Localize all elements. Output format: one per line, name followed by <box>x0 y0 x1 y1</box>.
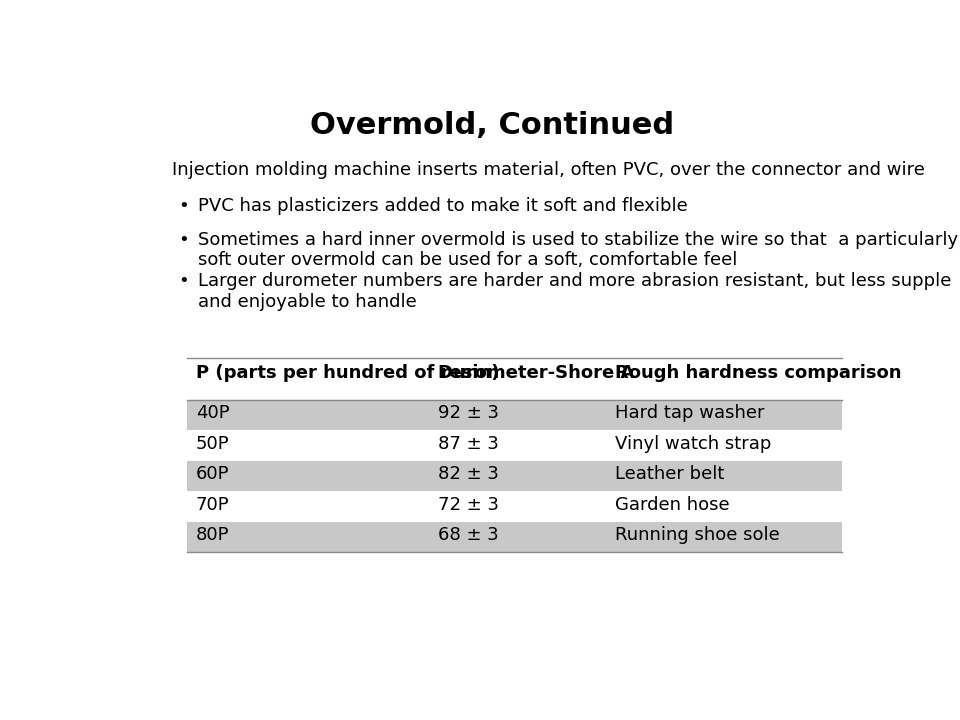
Text: •: • <box>178 272 189 290</box>
Text: P (parts per hundred of resin): P (parts per hundred of resin) <box>196 364 499 382</box>
Bar <box>187 430 842 461</box>
Bar <box>187 400 842 430</box>
Text: Hard tap washer: Hard tap washer <box>615 404 764 422</box>
Bar <box>187 491 842 521</box>
Text: Sometimes a hard inner overmold is used to stabilize the wire so that  a particu: Sometimes a hard inner overmold is used … <box>198 230 958 269</box>
Text: 87 ± 3: 87 ± 3 <box>438 435 499 453</box>
Text: Durometer-Shore A: Durometer-Shore A <box>438 364 635 382</box>
Text: 82 ± 3: 82 ± 3 <box>438 465 499 483</box>
Text: Rough hardness comparison: Rough hardness comparison <box>615 364 901 382</box>
Text: •: • <box>178 197 189 215</box>
Text: 72 ± 3: 72 ± 3 <box>438 495 499 513</box>
Text: Leather belt: Leather belt <box>615 465 724 483</box>
Text: Garden hose: Garden hose <box>615 495 730 513</box>
Text: Larger durometer numbers are harder and more abrasion resistant, but less supple: Larger durometer numbers are harder and … <box>198 272 951 311</box>
Text: 70P: 70P <box>196 495 229 513</box>
Text: •: • <box>178 230 189 248</box>
Text: Injection molding machine inserts material, often PVC, over the connector and wi: Injection molding machine inserts materi… <box>172 161 924 179</box>
Text: Running shoe sole: Running shoe sole <box>615 526 780 544</box>
Text: 50P: 50P <box>196 435 229 453</box>
Text: 60P: 60P <box>196 465 229 483</box>
Bar <box>187 521 842 552</box>
Text: 80P: 80P <box>196 526 229 544</box>
Bar <box>187 461 842 491</box>
Text: 68 ± 3: 68 ± 3 <box>438 526 499 544</box>
Text: Overmold, Continued: Overmold, Continued <box>310 112 674 140</box>
Text: 40P: 40P <box>196 404 229 422</box>
Text: 92 ± 3: 92 ± 3 <box>438 404 499 422</box>
Text: Vinyl watch strap: Vinyl watch strap <box>615 435 771 453</box>
Text: PVC has plasticizers added to make it soft and flexible: PVC has plasticizers added to make it so… <box>198 197 688 215</box>
